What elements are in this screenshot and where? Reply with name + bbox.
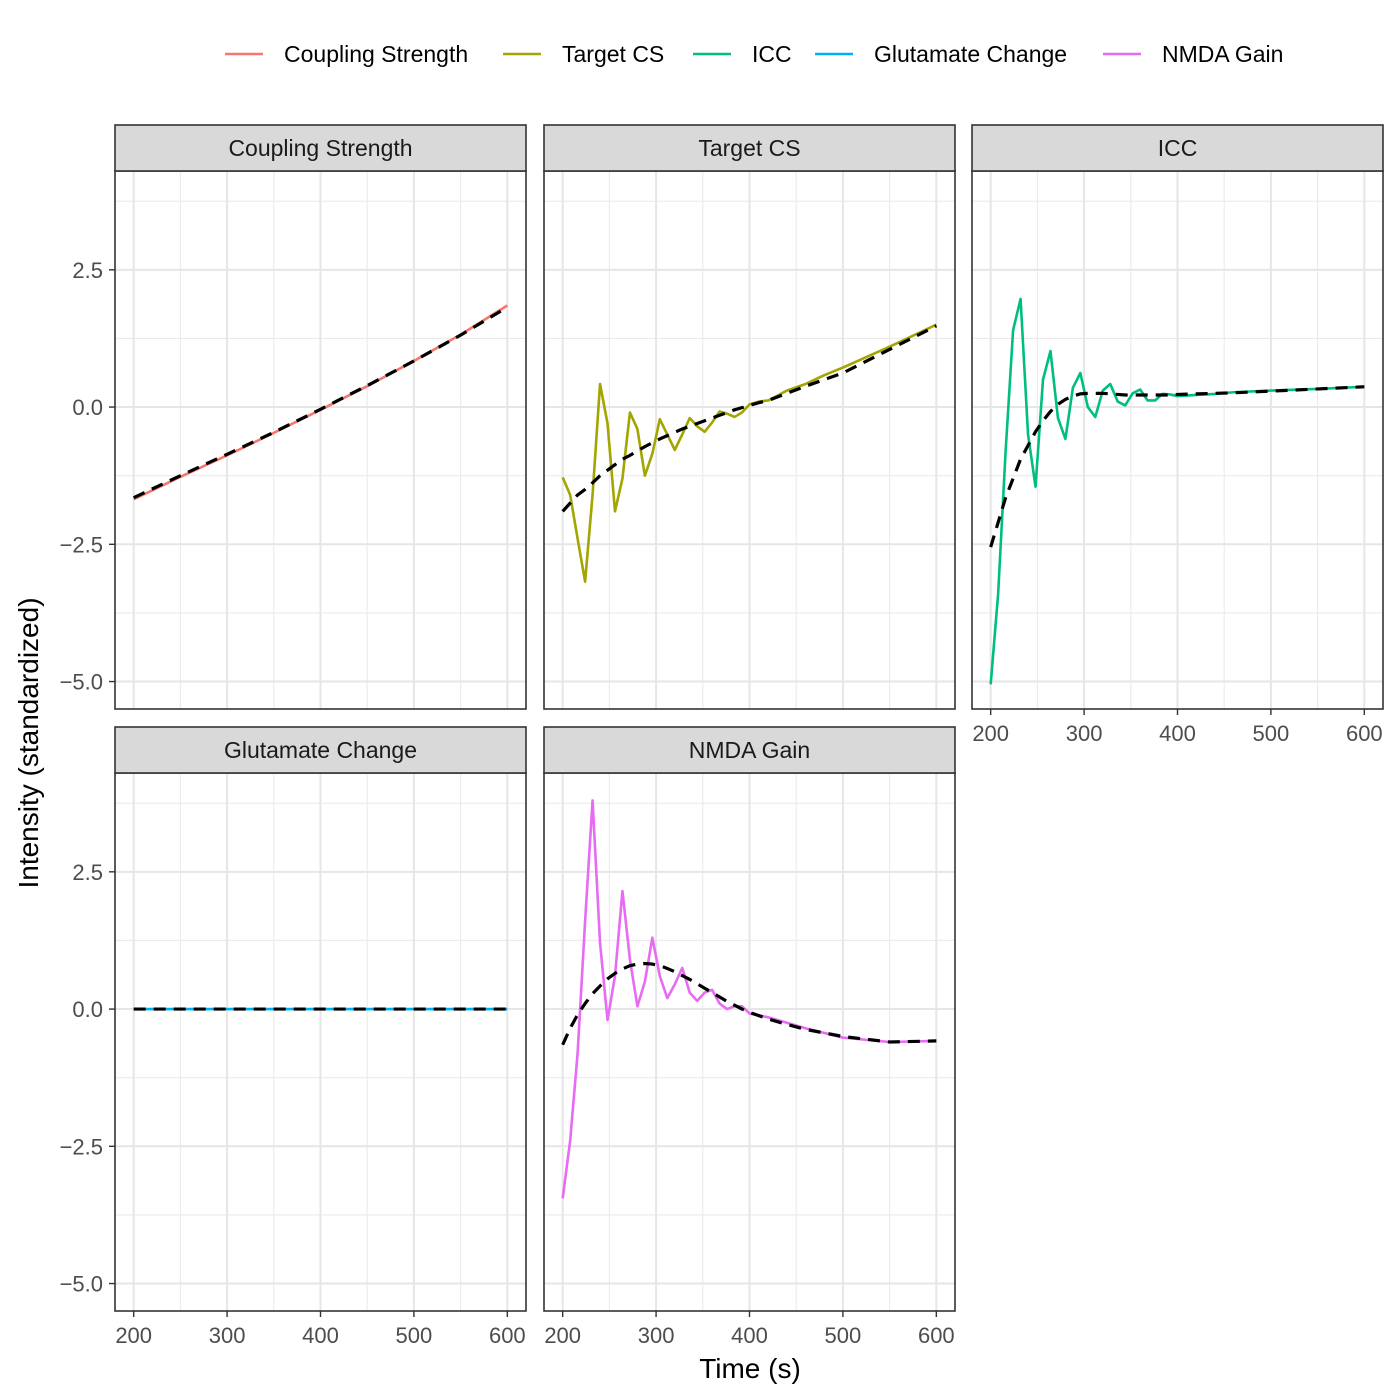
- x-tick-label: 600: [918, 1323, 955, 1348]
- panel-icc: ICC 200 300 400 500 600: [971, 124, 1384, 746]
- x-tick-label: 200: [115, 1323, 152, 1348]
- y-tick-label: −2.5: [60, 1134, 103, 1159]
- strip-background: [543, 124, 956, 172]
- x-tick-label: 200: [972, 721, 1009, 746]
- strip-label-glutamate-change: Glutamate Change: [224, 737, 417, 763]
- x-tick-label: 200: [544, 1323, 581, 1348]
- strip-background: [543, 726, 956, 774]
- legend-item-coupling-strength: Coupling Strength: [225, 41, 468, 67]
- legend-label-target-cs: Target CS: [562, 41, 664, 67]
- y-tick-label: −2.5: [60, 532, 103, 557]
- panel-glutamate-change: Glutamate Change 2.5 0.0 −2.5 −5.0 200 300 400 5…: [60, 726, 527, 1348]
- legend-label-coupling-strength: Coupling Strength: [284, 41, 468, 67]
- x-tick-label: 500: [825, 1323, 862, 1348]
- y-axis-title: Intensity (standardized): [13, 597, 44, 888]
- x-tick-label: 400: [302, 1323, 339, 1348]
- legend-item-nmda-gain: NMDA Gain: [1103, 41, 1283, 67]
- trend-line-icc: [989, 385, 1365, 548]
- x-tick-label: 300: [209, 1323, 246, 1348]
- legend: Coupling Strength Target CS ICC Glutamate C…: [225, 41, 1283, 67]
- x-tick-label: 600: [489, 1323, 526, 1348]
- y-tick-label: 0.0: [72, 395, 103, 420]
- y-tick-label: −5.0: [60, 1272, 103, 1297]
- trend-line-coupling-strength: [132, 305, 509, 500]
- facet-panels: Coupling Strength 2.5 0.0 −2.5 −5.0 Target CS…: [60, 124, 1384, 1348]
- x-tick-label: 300: [638, 1323, 675, 1348]
- strip-label-nmda-gain: NMDA Gain: [689, 737, 810, 763]
- y-tick-label: 0.0: [72, 997, 103, 1022]
- x-tick-label: 400: [1159, 721, 1196, 746]
- x-tick-label: 400: [731, 1323, 768, 1348]
- trend-line-nmda-gain: [561, 961, 937, 1046]
- x-tick-label: 500: [1253, 721, 1290, 746]
- legend-label-icc: ICC: [752, 41, 792, 67]
- x-tick-label: 500: [396, 1323, 433, 1348]
- strip-background: [114, 124, 527, 172]
- trend-line-target-cs: [561, 324, 938, 513]
- y-tick-label: −5.0: [60, 670, 103, 695]
- legend-item-glutamate-change: Glutamate Change: [815, 41, 1067, 67]
- legend-label-glutamate-change: Glutamate Change: [874, 41, 1067, 67]
- legend-item-icc: ICC: [693, 41, 792, 67]
- y-tick-label: 2.5: [72, 860, 103, 885]
- series-line-nmda-gain: [561, 799, 937, 1199]
- x-axis-title: Time (s): [699, 1353, 801, 1384]
- x-tick-label: 300: [1066, 721, 1103, 746]
- strip-background: [971, 124, 1384, 172]
- strip-label-target-cs: Target CS: [698, 135, 800, 161]
- legend-label-nmda-gain: NMDA Gain: [1162, 41, 1283, 67]
- panel-target-cs: Target CS: [543, 124, 956, 710]
- legend-item-target-cs: Target CS: [503, 41, 664, 67]
- y-tick-label: 2.5: [72, 258, 103, 283]
- strip-label-icc: ICC: [1158, 135, 1198, 161]
- panel-nmda-gain: NMDA Gain 200 300 400 500 600: [543, 726, 956, 1348]
- x-tick-label: 600: [1346, 721, 1383, 746]
- strip-label-coupling-strength: Coupling Strength: [228, 135, 412, 161]
- strip-background: [114, 726, 527, 774]
- panel-coupling-strength: Coupling Strength 2.5 0.0 −2.5 −5.0: [60, 124, 527, 710]
